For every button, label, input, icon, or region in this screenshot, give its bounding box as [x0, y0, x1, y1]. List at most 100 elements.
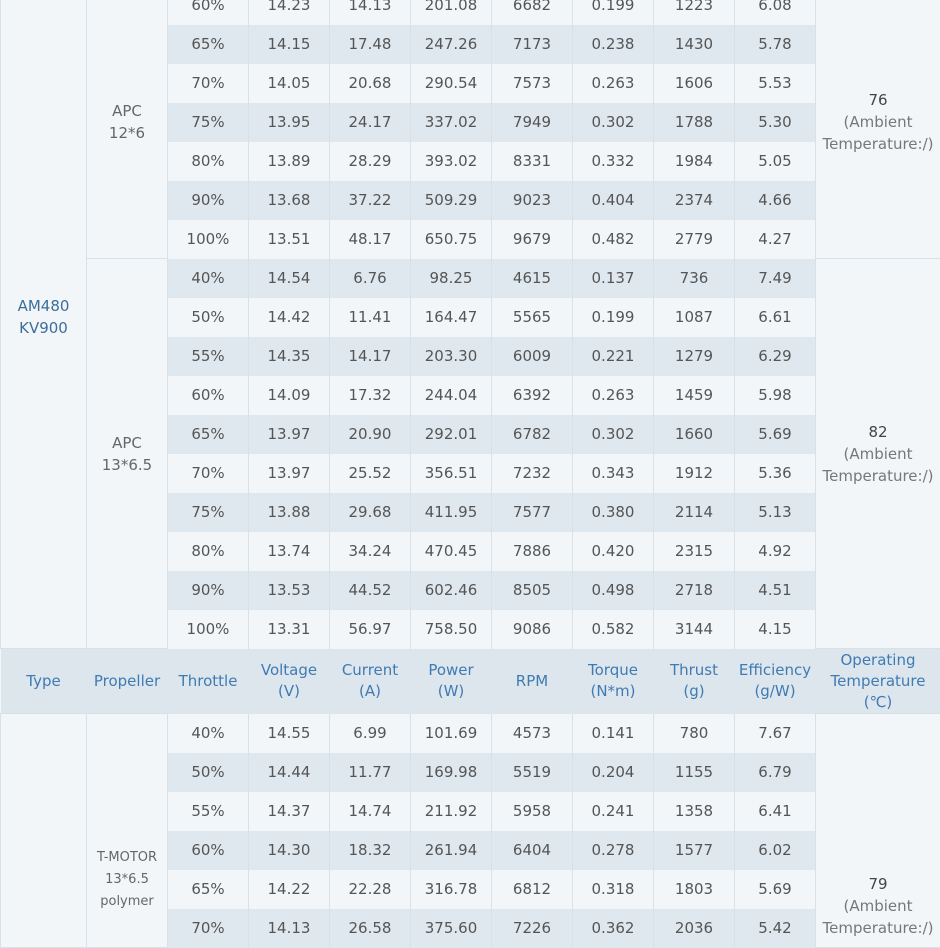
thrust-cell: 1430: [653, 24, 735, 64]
power-cell: 470.45: [410, 531, 492, 571]
efficiency-cell: 5.13: [734, 492, 816, 532]
rpm-cell: 4615: [491, 258, 573, 298]
torque-cell: 0.302: [572, 102, 654, 142]
table-row: 75% 13.88 29.68 411.95 7577 0.380 2114 5.13: [1, 492, 940, 532]
efficiency-cell: 6.08: [734, 0, 816, 25]
current-cell: 20.68: [329, 63, 411, 103]
temperature-note: (Ambient Temperature:/): [822, 113, 934, 153]
thrust-cell: 1803: [653, 869, 735, 909]
torque-cell: 0.343: [572, 453, 654, 493]
throttle-cell: 100%: [167, 609, 249, 649]
torque-cell: 0.278: [572, 830, 654, 870]
table-row: APC 13*6.5 40% 14.54 6.76 98.25 4615 0.137 736 7.…: [1, 258, 940, 649]
efficiency-cell: 5.42: [734, 908, 816, 948]
current-cell: 37.22: [329, 180, 411, 220]
table-row: 55% 14.35 14.17 203.30 6009 0.221 1279 6.29: [1, 336, 940, 376]
voltage-cell: 13.97: [248, 453, 330, 493]
efficiency-cell: 6.29: [734, 336, 816, 376]
power-cell: 261.94: [410, 830, 492, 870]
voltage-cell: 14.35: [248, 336, 330, 376]
thrust-cell: 1660: [653, 414, 735, 454]
current-cell: 14.74: [329, 791, 411, 831]
table-row: AM480 KV900 APC 12*6 60% 14.23 14.13 201.08 6682…: [0, 0, 940, 649]
throttle-cell: 90%: [167, 570, 249, 610]
torque-cell: 0.332: [572, 141, 654, 181]
rpm-cell: 9086: [491, 609, 573, 649]
voltage-cell: 14.42: [248, 297, 330, 337]
current-cell: 44.52: [329, 570, 411, 610]
rpm-cell: 6009: [491, 336, 573, 376]
voltage-cell: 13.89: [248, 141, 330, 181]
voltage-cell: 14.22: [248, 869, 330, 909]
rpm-cell: 7226: [491, 908, 573, 948]
header-cell: Torque (N*m): [572, 648, 654, 714]
table-row: 90% 13.68 37.22 509.29 9023 0.404 2374 4.66: [1, 180, 940, 220]
current-cell: 17.48: [329, 24, 411, 64]
thrust-cell: 1155: [653, 752, 735, 792]
throttle-cell: 90%: [167, 180, 249, 220]
voltage-cell: 13.51: [248, 219, 330, 259]
throttle-cell: 100%: [167, 219, 249, 259]
rpm-cell: 6812: [491, 869, 573, 909]
power-cell: 758.50: [410, 609, 492, 649]
power-cell: 211.92: [410, 791, 492, 831]
header-cell: RPM: [491, 648, 573, 714]
table-row: 55% 14.37 14.74 211.92 5958 0.241 1358 6.41: [1, 791, 940, 831]
thrust-cell: 2374: [653, 180, 735, 220]
rpm-cell: 6404: [491, 830, 573, 870]
rpm-cell: 5565: [491, 297, 573, 337]
temperature-value: 76: [868, 91, 888, 109]
header-cell: Operating Temperature (℃): [815, 648, 940, 714]
temperature-note: (Ambient Temperature:/): [822, 444, 934, 485]
throttle-cell: 55%: [167, 791, 249, 831]
voltage-cell: 13.31: [248, 609, 330, 649]
thrust-cell: 2779: [653, 219, 735, 259]
throttle-cell: 65%: [167, 869, 249, 909]
throttle-cell: 60%: [167, 0, 249, 25]
efficiency-cell: 5.78: [734, 24, 816, 64]
voltage-cell: 13.53: [248, 570, 330, 610]
current-cell: 11.77: [329, 752, 411, 792]
power-cell: 201.08: [410, 0, 492, 25]
rpm-cell: 5519: [491, 752, 573, 792]
throttle-cell: 70%: [167, 453, 249, 493]
power-cell: 290.54: [410, 63, 492, 103]
efficiency-cell: 6.41: [734, 791, 816, 831]
torque-cell: 0.404: [572, 180, 654, 220]
header-cell: Current (A): [329, 648, 411, 714]
efficiency-cell: 5.69: [734, 414, 816, 454]
throttle-cell: 50%: [167, 297, 249, 337]
efficiency-cell: 5.05: [734, 141, 816, 181]
table-row: 50% 14.42 11.41 164.47 5565 0.199 1087 6.61: [1, 297, 940, 337]
torque-cell: 0.482: [572, 219, 654, 259]
current-cell: 14.13: [329, 0, 411, 25]
current-cell: 6.76: [329, 258, 411, 298]
efficiency-cell: 7.49: [734, 258, 816, 298]
thrust-cell: 2718: [653, 570, 735, 610]
propeller-cell: T-MOTOR 13*6.5 polymer: [86, 713, 168, 948]
power-cell: 602.46: [410, 570, 492, 610]
rpm-cell: 4573: [491, 713, 573, 753]
current-cell: 24.17: [329, 102, 411, 142]
torque-cell: 0.318: [572, 869, 654, 909]
table-row: 60% 14.30 18.32 261.94 6404 0.278 1577 6.02: [1, 830, 940, 870]
torque-cell: 0.221: [572, 336, 654, 376]
throttle-cell: 75%: [167, 102, 249, 142]
current-cell: 26.58: [329, 908, 411, 948]
power-cell: 292.01: [410, 414, 492, 454]
thrust-cell: 1912: [653, 453, 735, 493]
table-row: 70% 14.05 20.68 290.54 7573 0.263 1606 5.53: [1, 63, 940, 103]
thrust-cell: 1606: [653, 63, 735, 103]
torque-cell: 0.263: [572, 375, 654, 415]
thrust-cell: 2036: [653, 908, 735, 948]
throttle-cell: 40%: [167, 713, 249, 753]
current-cell: 34.24: [329, 531, 411, 571]
current-cell: 25.52: [329, 453, 411, 493]
torque-cell: 0.137: [572, 258, 654, 298]
rpm-cell: 6392: [491, 375, 573, 415]
thrust-cell: 1279: [653, 336, 735, 376]
temperature-note: (Ambient Temperature:/): [822, 897, 934, 937]
thrust-cell: 1984: [653, 141, 735, 181]
